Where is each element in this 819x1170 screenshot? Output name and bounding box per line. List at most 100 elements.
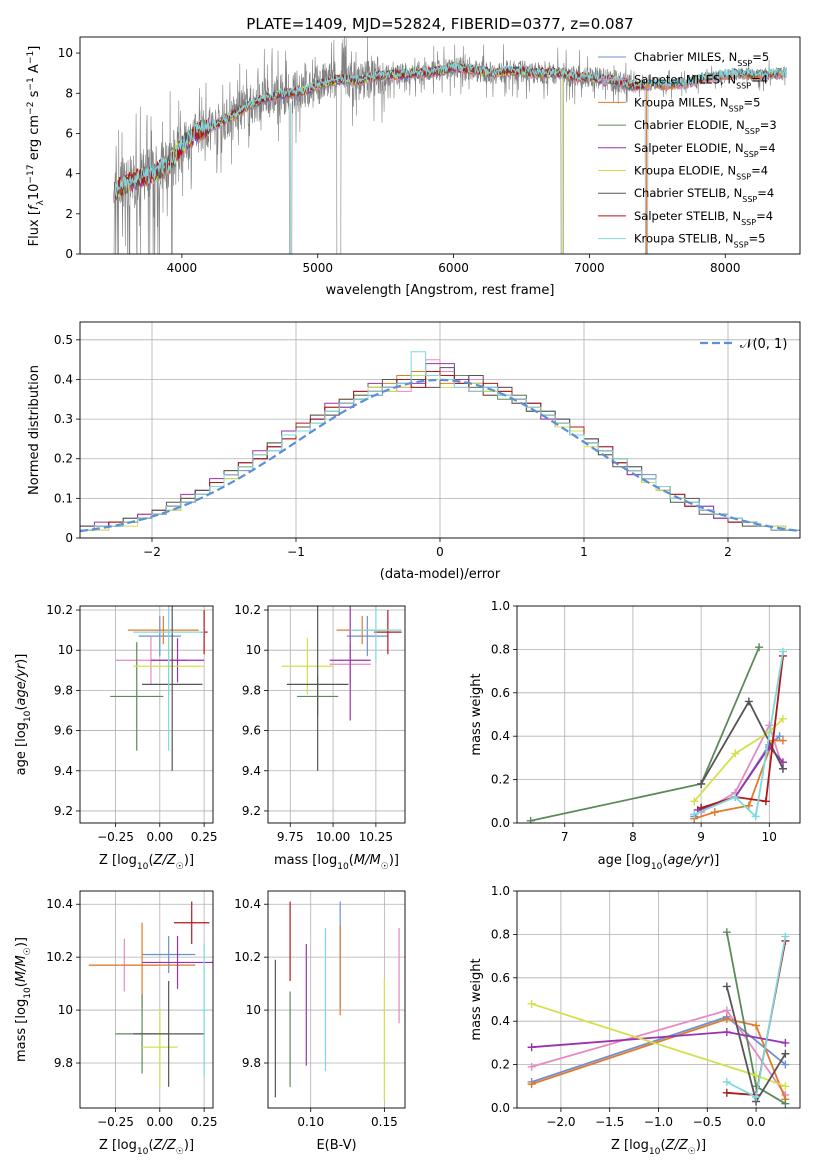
- x-axis-label: Z [log10(Z/Z☉)]: [99, 1138, 194, 1157]
- marker-kroupa_elodie: [778, 714, 787, 723]
- axes-frame: [516, 605, 801, 824]
- y-tick-label: 10.4: [234, 897, 261, 911]
- marker-kroupa_stelib: [731, 792, 740, 801]
- legend-label-chabrier_elodie: Chabrier ELODIE, NSSP=3: [634, 118, 777, 136]
- line-kroupa_stelib: [693, 651, 784, 819]
- errorbar-kroupa_stelib: [350, 606, 402, 663]
- y-tick-label: 1.0: [491, 884, 510, 898]
- chart-age_vs_Z: −0.25 0.00 0.25 9.2 9.4 9.6 9.8 10 10.2 Z [log10(…: [14, 603, 218, 872]
- marker-kroupa_elodie: [781, 1082, 790, 1091]
- series-salpeter_elodie: [693, 743, 787, 814]
- marker-salpeter_elodie: [722, 1028, 731, 1037]
- marker-chabrier_elodie: [781, 1099, 790, 1108]
- x-tick-label: 0.0: [747, 1115, 766, 1129]
- x-tick-label: 0.25: [191, 830, 218, 844]
- marker-salpeter_miles: [527, 1062, 536, 1071]
- chart-title: PLATE=1409, MJD=52824, FIBERID=0377, z=0…: [246, 15, 633, 33]
- x-tick-label: 1: [580, 545, 588, 559]
- chart-weight_vs_Z: −2.0 −1.5 −1.0 −0.5 0.0 0.0 0.2 0.4 0.6 0.8 1.0 Z […: [469, 884, 801, 1157]
- errorbar-chabrier_miles: [346, 616, 388, 657]
- y-tick-label: 9.4: [242, 764, 261, 778]
- legend-label-salpeter_miles: Salpeter MILES, NSSP=4: [634, 73, 768, 91]
- y-tick-label: 0.5: [54, 333, 73, 347]
- y-tick-label: 6: [65, 126, 73, 140]
- y-tick-label: 10: [58, 46, 73, 60]
- marker-kroupa_miles: [778, 736, 787, 745]
- line-chabrier_stelib: [700, 699, 784, 785]
- y-tick-label: 9.2: [242, 804, 261, 818]
- errorbar-salpeter_elodie: [329, 606, 371, 721]
- y-tick-label: 0.1: [54, 491, 73, 505]
- x-tick-label: 5000: [302, 261, 333, 275]
- marker-kroupa_stelib: [690, 810, 699, 819]
- series-kroupa_stelib: [690, 647, 787, 821]
- x-tick-label: 0.00: [146, 830, 173, 844]
- chart-spectrum: 4000 5000 6000 7000 8000 0 2 4 6 8 10 PLATE=1409, M…: [26, 15, 801, 298]
- y-tick-label: 9.8: [242, 1056, 261, 1070]
- marker-kroupa_stelib: [752, 1093, 761, 1102]
- x-tick-label: 9.75: [277, 830, 304, 844]
- y-tick-label: 0.4: [491, 1014, 510, 1028]
- marker-salpeter_elodie: [781, 1038, 790, 1047]
- errorbar-salpeter_elodie: [142, 935, 213, 989]
- x-tick-label: 2: [724, 545, 732, 559]
- x-axis-label: (data-model)/error: [380, 567, 501, 582]
- line-kroupa_elodie: [693, 718, 784, 802]
- y-tick-label: 9.8: [242, 683, 261, 697]
- model-line-chabrier_stelib: [113, 61, 787, 201]
- y-tick-label: 0.4: [491, 729, 510, 743]
- y-tick-label: 8: [65, 86, 73, 100]
- errorbar-chabrier_miles: [138, 616, 182, 657]
- marker-chabrier_stelib: [697, 779, 706, 788]
- axes-frame: [79, 890, 214, 1109]
- plot-area-residuals: [80, 322, 800, 538]
- legend-label-kroupa_stelib: Kroupa STELIB, NSSP=5: [634, 232, 765, 250]
- errorbar-chabrier_miles: [142, 935, 196, 974]
- errorbar-chabrier_stelib: [133, 980, 205, 1087]
- y-tick-label: 0: [65, 531, 73, 545]
- marker-kroupa_miles: [722, 1015, 731, 1024]
- chart-mass_vs_EBV: 0.10 0.15 9.8 10 10.2 10.4 E(B-V): [234, 890, 406, 1153]
- marker-chabrier_elodie: [722, 928, 731, 937]
- legend-label-salpeter_elodie: Salpeter ELODIE, NSSP=4: [634, 141, 776, 159]
- x-tick-label: −0.5: [693, 1115, 722, 1129]
- line-salpeter_miles: [700, 723, 784, 813]
- errorbar-kroupa_miles: [127, 616, 199, 645]
- y-axis-label: age [log10(age/yr)]: [14, 654, 33, 776]
- marker-chabrier_miles: [781, 1060, 790, 1069]
- chart-mass_vs_Z: −0.25 0.00 0.25 9.8 10 10.2 10.4 Z [log10(Z/Z☉)…: [14, 890, 217, 1157]
- y-axis-label: mass weight: [469, 673, 484, 755]
- legend-label-kroupa_elodie: Kroupa ELODIE, NSSP=4: [634, 164, 768, 182]
- axes-frame: [79, 36, 801, 255]
- y-tick-label: 0.6: [491, 971, 510, 985]
- x-axis-label: wavelength [Angstrom, rest frame]: [326, 283, 555, 298]
- marker-chabrier_elodie: [755, 643, 764, 652]
- x-axis-label: Z [log10(Z/Z☉)]: [611, 1138, 706, 1157]
- y-tick-label: 9.4: [54, 764, 73, 778]
- marker-kroupa_miles: [752, 1021, 761, 1030]
- y-tick-label: 2: [65, 207, 73, 221]
- model-line-kroupa_stelib: [113, 61, 787, 200]
- y-tick-label: 0.2: [491, 1058, 510, 1072]
- y-tick-label: 0: [65, 247, 73, 261]
- y-tick-label: 10: [58, 643, 73, 657]
- y-axis-label: Flux [fλ10−17 erg cm−2 s−1 A−1]: [26, 46, 46, 247]
- x-tick-label: 9: [697, 830, 705, 844]
- marker-salpeter_stelib: [722, 1088, 731, 1097]
- x-tick-label: −1: [287, 545, 305, 559]
- y-tick-label: 4: [65, 167, 73, 181]
- errorbar-kroupa_stelib: [200, 943, 208, 1077]
- series-salpeter_miles: [527, 1006, 790, 1099]
- plot-area-weight_vs_Z: [517, 891, 800, 1108]
- marker-kroupa_elodie: [731, 749, 740, 758]
- x-tick-label: −0.25: [97, 1115, 134, 1129]
- plot-area-spectrum: [113, 37, 787, 254]
- x-tick-label: 10: [762, 830, 777, 844]
- legend-label-chabrier_stelib: Chabrier STELIB, NSSP=4: [634, 186, 774, 204]
- x-tick-label: 8000: [710, 261, 741, 275]
- y-tick-label: 10.2: [46, 603, 73, 617]
- legend-label-normal: 𝒩(0, 1): [740, 337, 787, 352]
- y-tick-label: 10.2: [234, 603, 261, 617]
- x-tick-label: 8: [629, 830, 637, 844]
